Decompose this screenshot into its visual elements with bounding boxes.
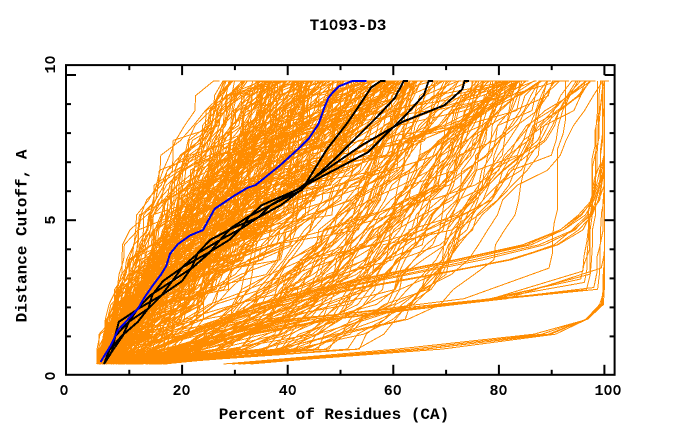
svg-text:10: 10 [43,55,60,73]
svg-text:100: 100 [594,383,621,400]
svg-text:Distance Cutoff, A: Distance Cutoff, A [14,149,32,322]
svg-text:20: 20 [172,383,190,400]
svg-text:60: 60 [384,383,402,400]
svg-text:40: 40 [279,383,297,400]
svg-text:Percent of Residues (CA): Percent of Residues (CA) [219,406,449,424]
svg-text:80: 80 [489,383,507,400]
svg-text:0: 0 [59,383,68,400]
svg-text:T1093-D3: T1093-D3 [310,17,387,35]
svg-text:5: 5 [43,215,60,224]
